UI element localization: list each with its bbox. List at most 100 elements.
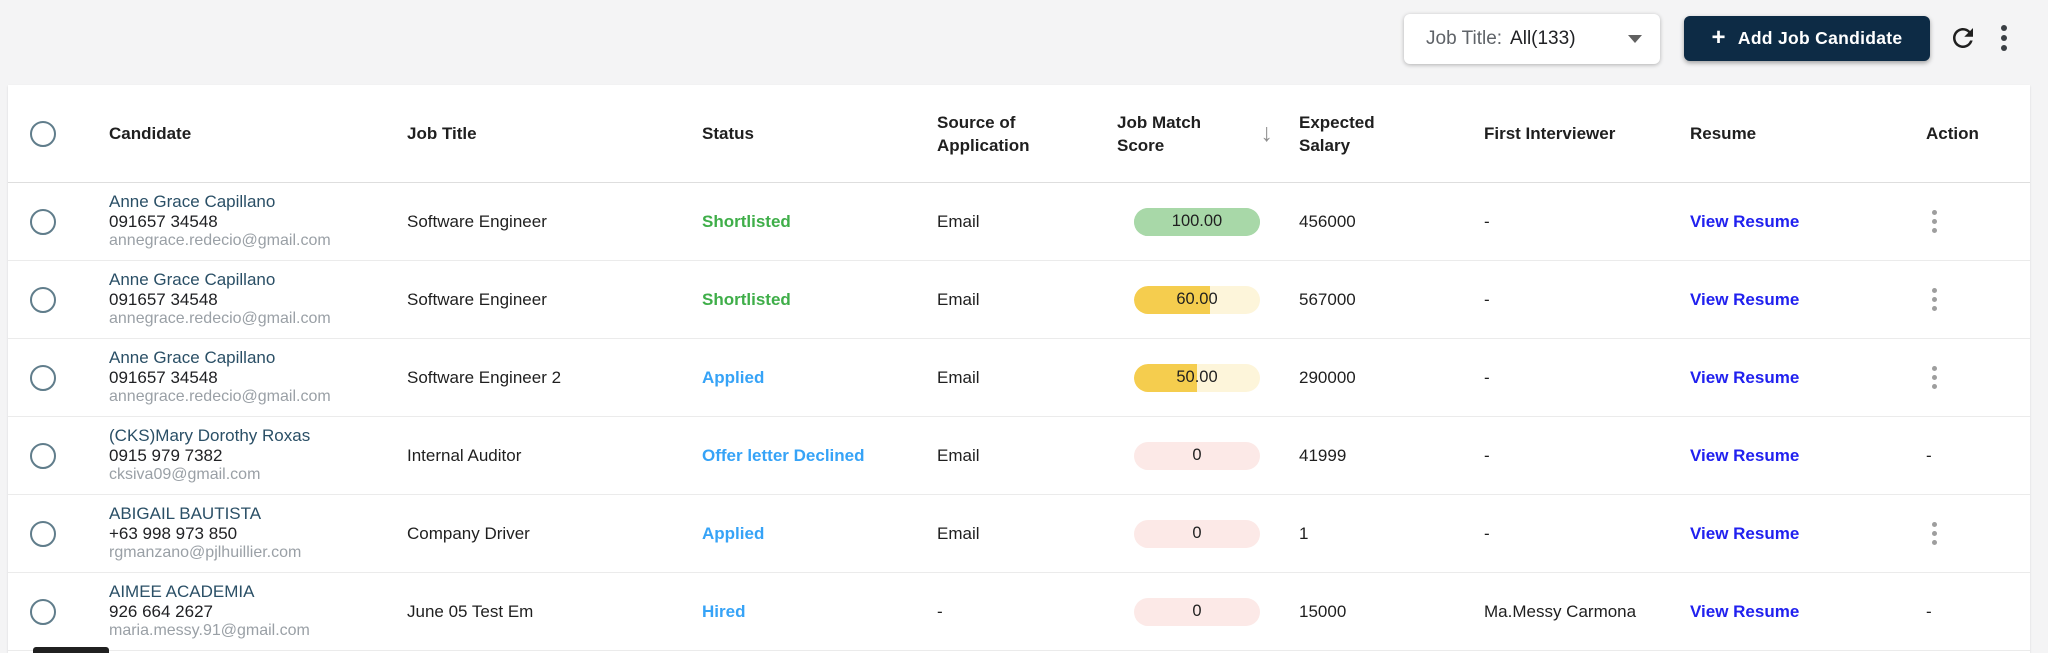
column-header-resume: Resume [1690,85,1910,182]
expected-salary-cell: 1 [1299,523,1309,543]
row-checkbox[interactable] [30,286,56,313]
action-cell [1910,339,2030,416]
header-label: Status [702,124,754,143]
expected-salary-cell: 456000 [1299,211,1356,231]
candidates-table: Candidate Job Title Status Source of Applic… [8,85,2030,653]
status-label: Applied [702,367,765,387]
select-all-checkbox[interactable] [30,120,56,147]
column-header-status: Status [688,85,923,182]
row-kebab-menu-icon[interactable] [1926,360,1943,395]
header-label: Expected Salary [1299,112,1375,155]
candidate-phone: 926 664 2627 [109,601,213,621]
first-interviewer-cell: - [1484,523,1490,543]
table-row: (CKS)Mary Dorothy Roxas 0915 979 7382 ck… [8,417,2030,495]
table-row: Anne Grace Capillano 091657 34548 annegr… [8,339,2030,417]
candidate-email: maria.messy.91@gmail.com [109,622,310,640]
refresh-icon[interactable] [1948,23,1978,53]
score-value: 60.00 [1176,290,1218,308]
candidate-email: annegrace.redecio@gmail.com [109,232,331,250]
row-checkbox[interactable] [30,364,56,391]
table-row: Anne Grace Capillano 091657 34548 annegr… [8,183,2030,261]
action-dash: - [1926,445,1932,465]
first-interviewer-cell: - [1484,211,1490,231]
candidate-name[interactable]: (CKS)Mary Dorothy Roxas [109,426,311,446]
candidate-name[interactable]: Anne Grace Capillano [109,270,276,290]
header-label: Action [1926,124,1979,143]
table-row: AIMEE ACADEMIA 926 664 2627 maria.messy.… [8,573,2030,651]
row-checkbox[interactable] [30,598,56,625]
status-label: Hired [702,601,746,621]
view-resume-link[interactable]: View Resume [1690,445,1800,465]
job-title-cell: Internal Auditor [407,445,522,465]
score-progress-fill [1134,285,1210,314]
source-of-application-cell: Email [937,211,980,231]
header-label: First Interviewer [1484,124,1616,143]
job-match-score-badge: 0 [1134,597,1260,626]
score-progress-fill [1134,207,1260,236]
expected-salary-cell: 290000 [1299,367,1356,387]
candidate-name[interactable]: Anne Grace Capillano [109,192,276,212]
candidate-email: annegrace.redecio@gmail.com [109,310,331,328]
row-checkbox[interactable] [30,520,56,547]
table-row: Anne Grace Capillano 091657 34548 annegr… [8,261,2030,339]
job-title-cell: Software Engineer [407,211,547,231]
filter-label: Job Title: [1426,28,1503,49]
header-label: Job Title [407,124,477,143]
job-match-score-badge: 0 [1134,441,1260,470]
add-button-label: Add Job Candidate [1737,28,1903,48]
first-interviewer-cell: Ma.Messy Carmona [1484,601,1637,621]
column-header-score[interactable]: Job Match Score ↓ [1103,85,1285,182]
filter-selected-value: All(133) [1510,28,1576,49]
source-of-application-cell: - [937,601,943,621]
view-resume-link[interactable]: View Resume [1690,367,1800,387]
status-label: Offer letter Declined [702,445,865,465]
add-job-candidate-button[interactable]: + Add Job Candidate [1684,16,1930,61]
header-label: Resume [1690,124,1757,143]
score-value: 0 [1192,602,1202,620]
first-interviewer-cell: - [1484,367,1490,387]
job-match-score-badge: 50.00 [1134,363,1260,392]
job-match-score-badge: 60.00 [1134,285,1260,314]
job-title-filter-dropdown[interactable]: Job Title: All(133) [1404,14,1660,64]
score-value: 50.00 [1176,368,1218,386]
score-value: 0 [1192,446,1202,464]
sort-descending-icon[interactable]: ↓ [1260,119,1274,147]
status-label: Shortlisted [702,289,791,309]
candidate-name[interactable]: Anne Grace Capillano [109,348,276,368]
row-checkbox[interactable] [30,442,56,469]
candidate-email: cksiva09@gmail.com [109,466,261,484]
candidate-phone: 091657 34548 [109,289,218,309]
action-cell [1910,495,2030,572]
candidate-phone: +63 998 973 850 [109,523,238,543]
view-resume-link[interactable]: View Resume [1690,289,1800,309]
job-title-cell: Software Engineer [407,289,547,309]
header-label: Source of Application [937,112,1030,155]
table-body: Anne Grace Capillano 091657 34548 annegr… [8,183,2030,651]
source-of-application-cell: Email [937,445,980,465]
action-cell [1910,183,2030,260]
candidate-email: annegrace.redecio@gmail.com [109,388,331,406]
column-header-check [8,85,93,182]
column-header-jobtitle: Job Title [393,85,688,182]
candidate-name[interactable]: AIMEE ACADEMIA [109,582,255,602]
row-kebab-menu-icon[interactable] [1926,282,1943,317]
score-value: 0 [1192,524,1202,542]
score-progress-fill [1134,363,1197,392]
row-kebab-menu-icon[interactable] [1926,516,1943,551]
toolbar-kebab-menu-icon[interactable] [2001,25,2007,51]
score-value: 100.00 [1171,212,1223,230]
job-match-score-badge: 100.00 [1134,207,1260,236]
column-header-candidate: Candidate [93,85,393,182]
job-title-cell: June 05 Test Em [407,601,534,621]
candidate-name[interactable]: ABIGAIL BAUTISTA [109,504,262,524]
candidate-phone: 091657 34548 [109,211,218,231]
header-label: Job Match Score [1117,112,1202,155]
view-resume-link[interactable]: View Resume [1690,523,1800,543]
row-checkbox[interactable] [30,208,56,235]
view-resume-link[interactable]: View Resume [1690,601,1800,621]
row-kebab-menu-icon[interactable] [1926,204,1943,239]
source-of-application-cell: Email [937,523,980,543]
column-header-salary: Expected Salary [1285,85,1470,182]
view-resume-link[interactable]: View Resume [1690,211,1800,231]
